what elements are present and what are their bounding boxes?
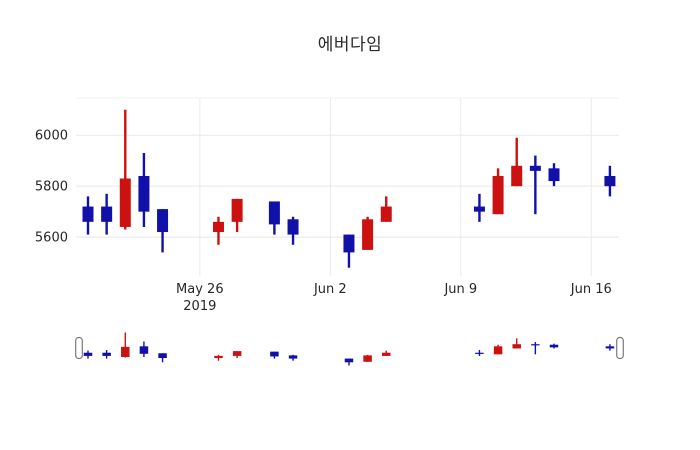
candle-body xyxy=(492,175,504,215)
candle-jun-13[interactable] xyxy=(529,155,541,215)
candle-body xyxy=(381,352,391,356)
rangeslider-mini-candle xyxy=(605,344,615,351)
candle-body xyxy=(288,355,298,359)
candle-body xyxy=(232,351,242,356)
candle-may-31[interactable] xyxy=(287,216,299,245)
candle-body xyxy=(214,355,223,359)
rangeslider-handle-right[interactable] xyxy=(616,336,624,360)
candle-may-28[interactable] xyxy=(231,198,243,233)
rangeslider[interactable] xyxy=(75,329,624,367)
rangeslider-handle-left[interactable] xyxy=(75,336,83,360)
candle-may-30[interactable] xyxy=(268,201,280,235)
candle-body xyxy=(549,344,559,348)
candle-jun-12[interactable] xyxy=(511,137,523,187)
candle-jun-3[interactable] xyxy=(343,234,355,268)
candle-body xyxy=(139,346,149,354)
candle-may-20[interactable] xyxy=(82,196,94,235)
candle-body xyxy=(343,234,355,253)
candle-body xyxy=(475,352,484,354)
candle-body xyxy=(362,219,374,250)
candle-body xyxy=(268,201,280,225)
candle-body xyxy=(101,206,113,222)
rangeslider-mini-candle xyxy=(549,343,559,349)
candle-body xyxy=(157,209,169,233)
candle-jun-10[interactable] xyxy=(473,193,485,222)
x-tick-sublabel: 2019 xyxy=(183,299,216,314)
y-tick-label: 5800 xyxy=(35,180,68,195)
candle-body xyxy=(119,178,131,227)
candle-body xyxy=(270,351,279,357)
candle-body xyxy=(531,344,540,346)
candle-body xyxy=(138,175,150,212)
rangeslider-mini-candle xyxy=(270,351,279,359)
candle-body xyxy=(102,352,111,356)
candle-body xyxy=(493,346,503,355)
rangeslider-mini-candle xyxy=(158,353,167,363)
x-tick-label: Jun 9 xyxy=(443,282,477,297)
rangeslider-mini-candle xyxy=(475,350,484,356)
rangeslider-mini-candle xyxy=(83,350,93,359)
candle-body xyxy=(605,346,615,349)
candle-jun-5[interactable] xyxy=(380,196,392,222)
rangeslider-mini-candle xyxy=(344,358,354,366)
candle-body xyxy=(344,358,354,363)
candle-jun-11[interactable] xyxy=(492,168,504,215)
candle-body xyxy=(287,219,299,235)
candle-body xyxy=(529,165,541,171)
rangeslider-mini-candle xyxy=(139,341,149,357)
x-tick-label: Jun 2 xyxy=(313,282,347,297)
rangeslider-mini-candle xyxy=(512,338,521,349)
rangeslider-mini-candle xyxy=(493,344,503,355)
candle-body xyxy=(548,168,560,182)
chart-title: 에버다임 xyxy=(317,35,383,55)
candle-body xyxy=(473,206,485,212)
candle-may-22[interactable] xyxy=(119,109,131,230)
rangeslider-mini-candle xyxy=(363,354,372,362)
rangeslider-mini-candle xyxy=(531,342,540,355)
y-tick-label: 5600 xyxy=(35,231,68,246)
rangeslider-mini-candle xyxy=(214,354,223,361)
candle-body xyxy=(82,206,94,222)
candle-body xyxy=(231,198,243,222)
candle-jun-17[interactable] xyxy=(604,165,616,197)
candle-body xyxy=(158,353,167,359)
x-tick-label: May 26 xyxy=(176,282,224,297)
candle-body xyxy=(512,344,521,349)
rangeslider-mini-candle xyxy=(288,354,298,361)
candle-may-23[interactable] xyxy=(138,153,150,227)
candle-jun-4[interactable] xyxy=(362,216,374,250)
candle-may-27[interactable] xyxy=(212,216,224,245)
candle-may-24[interactable] xyxy=(157,209,169,253)
rangeslider-mini-candle xyxy=(381,350,391,356)
candle-body xyxy=(380,206,392,222)
x-tick-label: Jun 16 xyxy=(570,282,612,297)
candle-body xyxy=(604,175,616,187)
rangeslider-mini-candle xyxy=(121,332,130,358)
rangeslider-mini-candle xyxy=(232,351,242,359)
candle-jun-14[interactable] xyxy=(548,163,560,187)
candle-may-21[interactable] xyxy=(101,193,113,235)
candle-body xyxy=(83,352,93,356)
candle-body xyxy=(212,221,224,233)
y-tick-label: 6000 xyxy=(35,129,68,144)
rangeslider-mini-candle xyxy=(102,350,111,359)
candle-body xyxy=(511,165,523,187)
candle-body xyxy=(121,346,130,357)
candle-body xyxy=(363,355,372,362)
